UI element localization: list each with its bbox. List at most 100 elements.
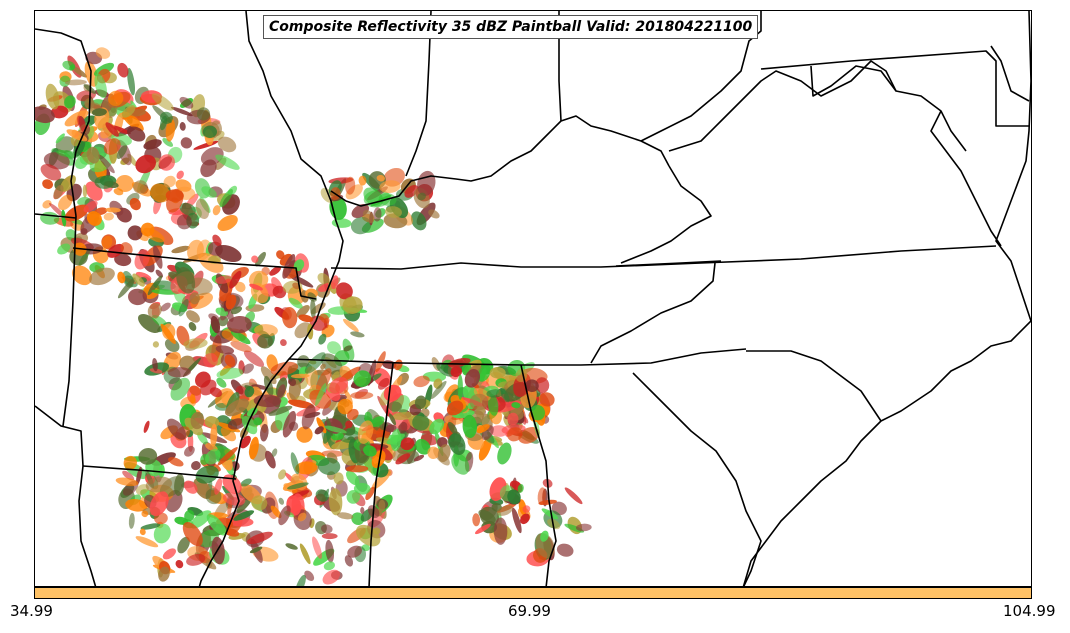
paintball-blob (240, 435, 251, 449)
paintball-blob (317, 273, 330, 285)
paintball-blob (327, 341, 341, 355)
paintball-blob (222, 492, 246, 506)
paintball-blob (205, 449, 221, 465)
paintball-blob (135, 536, 159, 548)
paintball-blob (164, 338, 180, 353)
paintball-blob (249, 283, 263, 291)
paintball-blob (162, 548, 176, 560)
paintball-blob (160, 302, 171, 312)
paintball-blob (129, 197, 141, 211)
paintball-blob (230, 341, 252, 353)
colorbar-tick-label: 69.99 (508, 602, 551, 620)
paintball-blob (280, 339, 287, 347)
paintball-blob (430, 380, 447, 400)
paintball-blob (209, 387, 222, 398)
paintball-blob (160, 323, 176, 345)
paintball-blob (163, 175, 176, 188)
paintball-blob (179, 96, 194, 109)
paintball-blob (122, 470, 135, 481)
paintball-blob (147, 302, 162, 318)
paintball-blob (191, 461, 201, 471)
paintball-blob (117, 62, 129, 78)
paintball-blob (511, 507, 522, 534)
paintball-blob (151, 93, 174, 111)
paintball-blob (127, 225, 143, 241)
paintball-blob (345, 184, 363, 200)
paintball-blob (200, 147, 224, 166)
paintball-blob (260, 423, 269, 442)
paintball-blob (277, 384, 286, 399)
paintball-blob (344, 389, 353, 405)
paintball-blob (251, 255, 259, 263)
paintball-blob (217, 215, 238, 231)
paintball-blob (138, 448, 158, 465)
paintball-blob (304, 412, 321, 418)
paintball-blob (462, 414, 478, 438)
paintball-blob (254, 324, 278, 337)
paintball-layer (35, 47, 592, 586)
paintball-blob (270, 505, 282, 519)
paintball-blob (86, 146, 100, 164)
paintball-blob (472, 513, 481, 527)
paintball-blob (158, 154, 175, 171)
va-nc-border (615, 260, 722, 267)
paintball-blob (61, 209, 67, 227)
paintball-blob (288, 378, 297, 387)
paintball-blob (345, 420, 353, 429)
paintball-blob (282, 410, 297, 438)
paintball-blob (295, 574, 306, 586)
paintball-blob (195, 198, 210, 220)
paintball-blob (153, 280, 176, 291)
paintball-blob (575, 523, 592, 532)
paintball-blob (497, 505, 513, 516)
paintball-blob (378, 499, 386, 512)
paintball-blob (222, 474, 242, 494)
va-east-coast (930, 110, 1002, 247)
paintball-blob (478, 509, 496, 523)
paintball-blob (196, 107, 211, 121)
paintball-blob (251, 384, 268, 390)
paintball-blob (522, 505, 531, 513)
paintball-blob (190, 510, 212, 529)
paintball-blob (117, 271, 126, 284)
paintball-blob (497, 442, 512, 465)
paintball-blob (224, 354, 236, 367)
paintball-blob (183, 480, 198, 494)
paintball-blob (493, 517, 508, 545)
paintball-blob (143, 227, 165, 243)
paintball-blob (296, 305, 310, 318)
ohio-river-border (330, 115, 670, 207)
paintball-blob (143, 139, 162, 150)
paintball-blob (297, 355, 310, 368)
paintball-blob (42, 200, 52, 209)
paintball-blob (318, 333, 327, 345)
paintball-blob (500, 388, 510, 403)
paintball-blob (174, 516, 189, 525)
paintball-blob (331, 432, 344, 441)
paintball-blob (345, 465, 369, 473)
paintball-blob (159, 115, 168, 131)
paintball-blob (242, 363, 254, 374)
paintball-blob (201, 186, 217, 198)
paintball-blob (55, 133, 65, 144)
paintball-blob (42, 179, 54, 189)
paintball-blob (315, 383, 327, 407)
nc-sc-border-east (746, 350, 882, 422)
paintball-blob (77, 196, 90, 206)
paintball-blob (235, 281, 246, 293)
paintball-blob (176, 267, 196, 294)
paintball-blob (287, 399, 315, 409)
ks-ok-border (35, 213, 77, 219)
paintball-blob (153, 523, 171, 544)
paintball-blob (282, 254, 296, 279)
paintball-blob (355, 524, 381, 547)
paintball-blob (299, 543, 311, 565)
paintball-blob (537, 487, 546, 506)
paintball-blob (320, 363, 326, 370)
paintball-blob (319, 313, 330, 324)
paintball-blob (128, 512, 135, 529)
paintball-blob (138, 313, 161, 334)
paintball-blob (116, 207, 132, 223)
paintball-blob (290, 452, 300, 475)
paintball-blob (208, 344, 217, 354)
